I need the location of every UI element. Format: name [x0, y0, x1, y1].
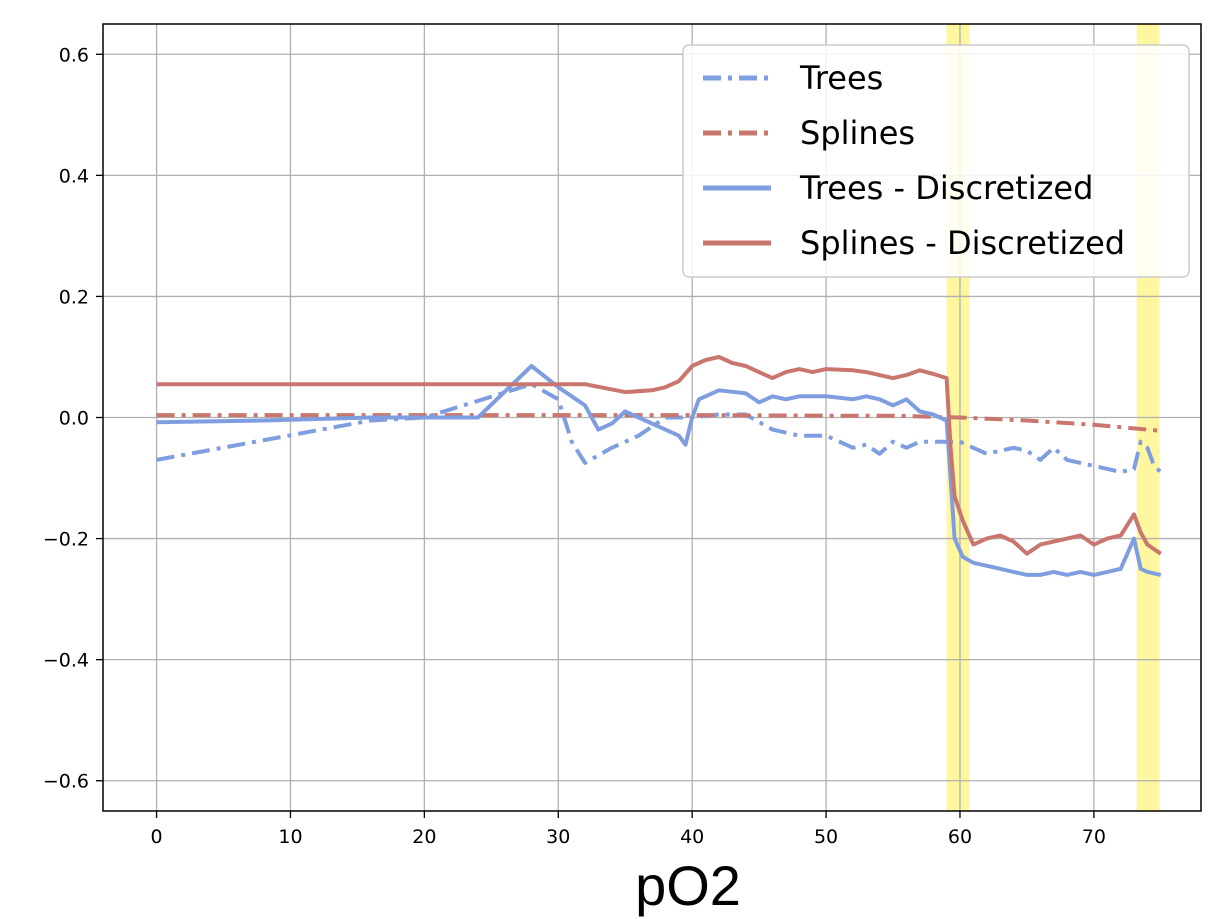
y-tick-label-6: 0.6	[59, 44, 89, 66]
y-tick-label-1: −0.4	[43, 650, 89, 672]
x-tick-label-0: 0	[151, 826, 163, 848]
series-line-splines	[156, 413, 1161, 433]
x-tick-label-2: 20	[412, 826, 436, 848]
axis-ticks: 0 10 20 30 40 50 60 70 −0.6 −0.4 −0.2 0.0 0.2 0.4 0.6	[43, 44, 1106, 848]
y-tick-label-2: −0.2	[43, 529, 89, 551]
legend-label-1: Splines	[800, 114, 915, 152]
series-line-splines-discretized	[156, 355, 1162, 556]
series-line-trees	[156, 382, 1163, 474]
x-tick-label-1: 10	[278, 826, 302, 848]
x-tick-label-5: 50	[814, 826, 838, 848]
y-tick-label-4: 0.2	[59, 286, 89, 308]
x-tick-label-6: 60	[948, 826, 972, 848]
series-lines	[156, 355, 1163, 577]
y-tick-label-5: 0.4	[59, 165, 89, 187]
y-tick-label-0: −0.6	[43, 771, 89, 793]
y-tick-label-3: 0.0	[59, 408, 89, 430]
series-line-trees-discretized	[156, 364, 1162, 577]
legend-label-2: Trees - Discretized	[799, 169, 1093, 207]
legend-label-0: Trees	[799, 59, 883, 97]
x-axis-label: pO2	[635, 854, 741, 917]
legend: Trees Splines Trees - Discretized Splines -…	[682, 44, 1190, 278]
x-tick-label-3: 30	[546, 826, 570, 848]
x-tick-label-7: 70	[1082, 826, 1106, 848]
legend-box	[682, 44, 1190, 278]
legend-label-3: Splines - Discretized	[800, 224, 1125, 262]
x-tick-label-4: 40	[680, 826, 704, 848]
